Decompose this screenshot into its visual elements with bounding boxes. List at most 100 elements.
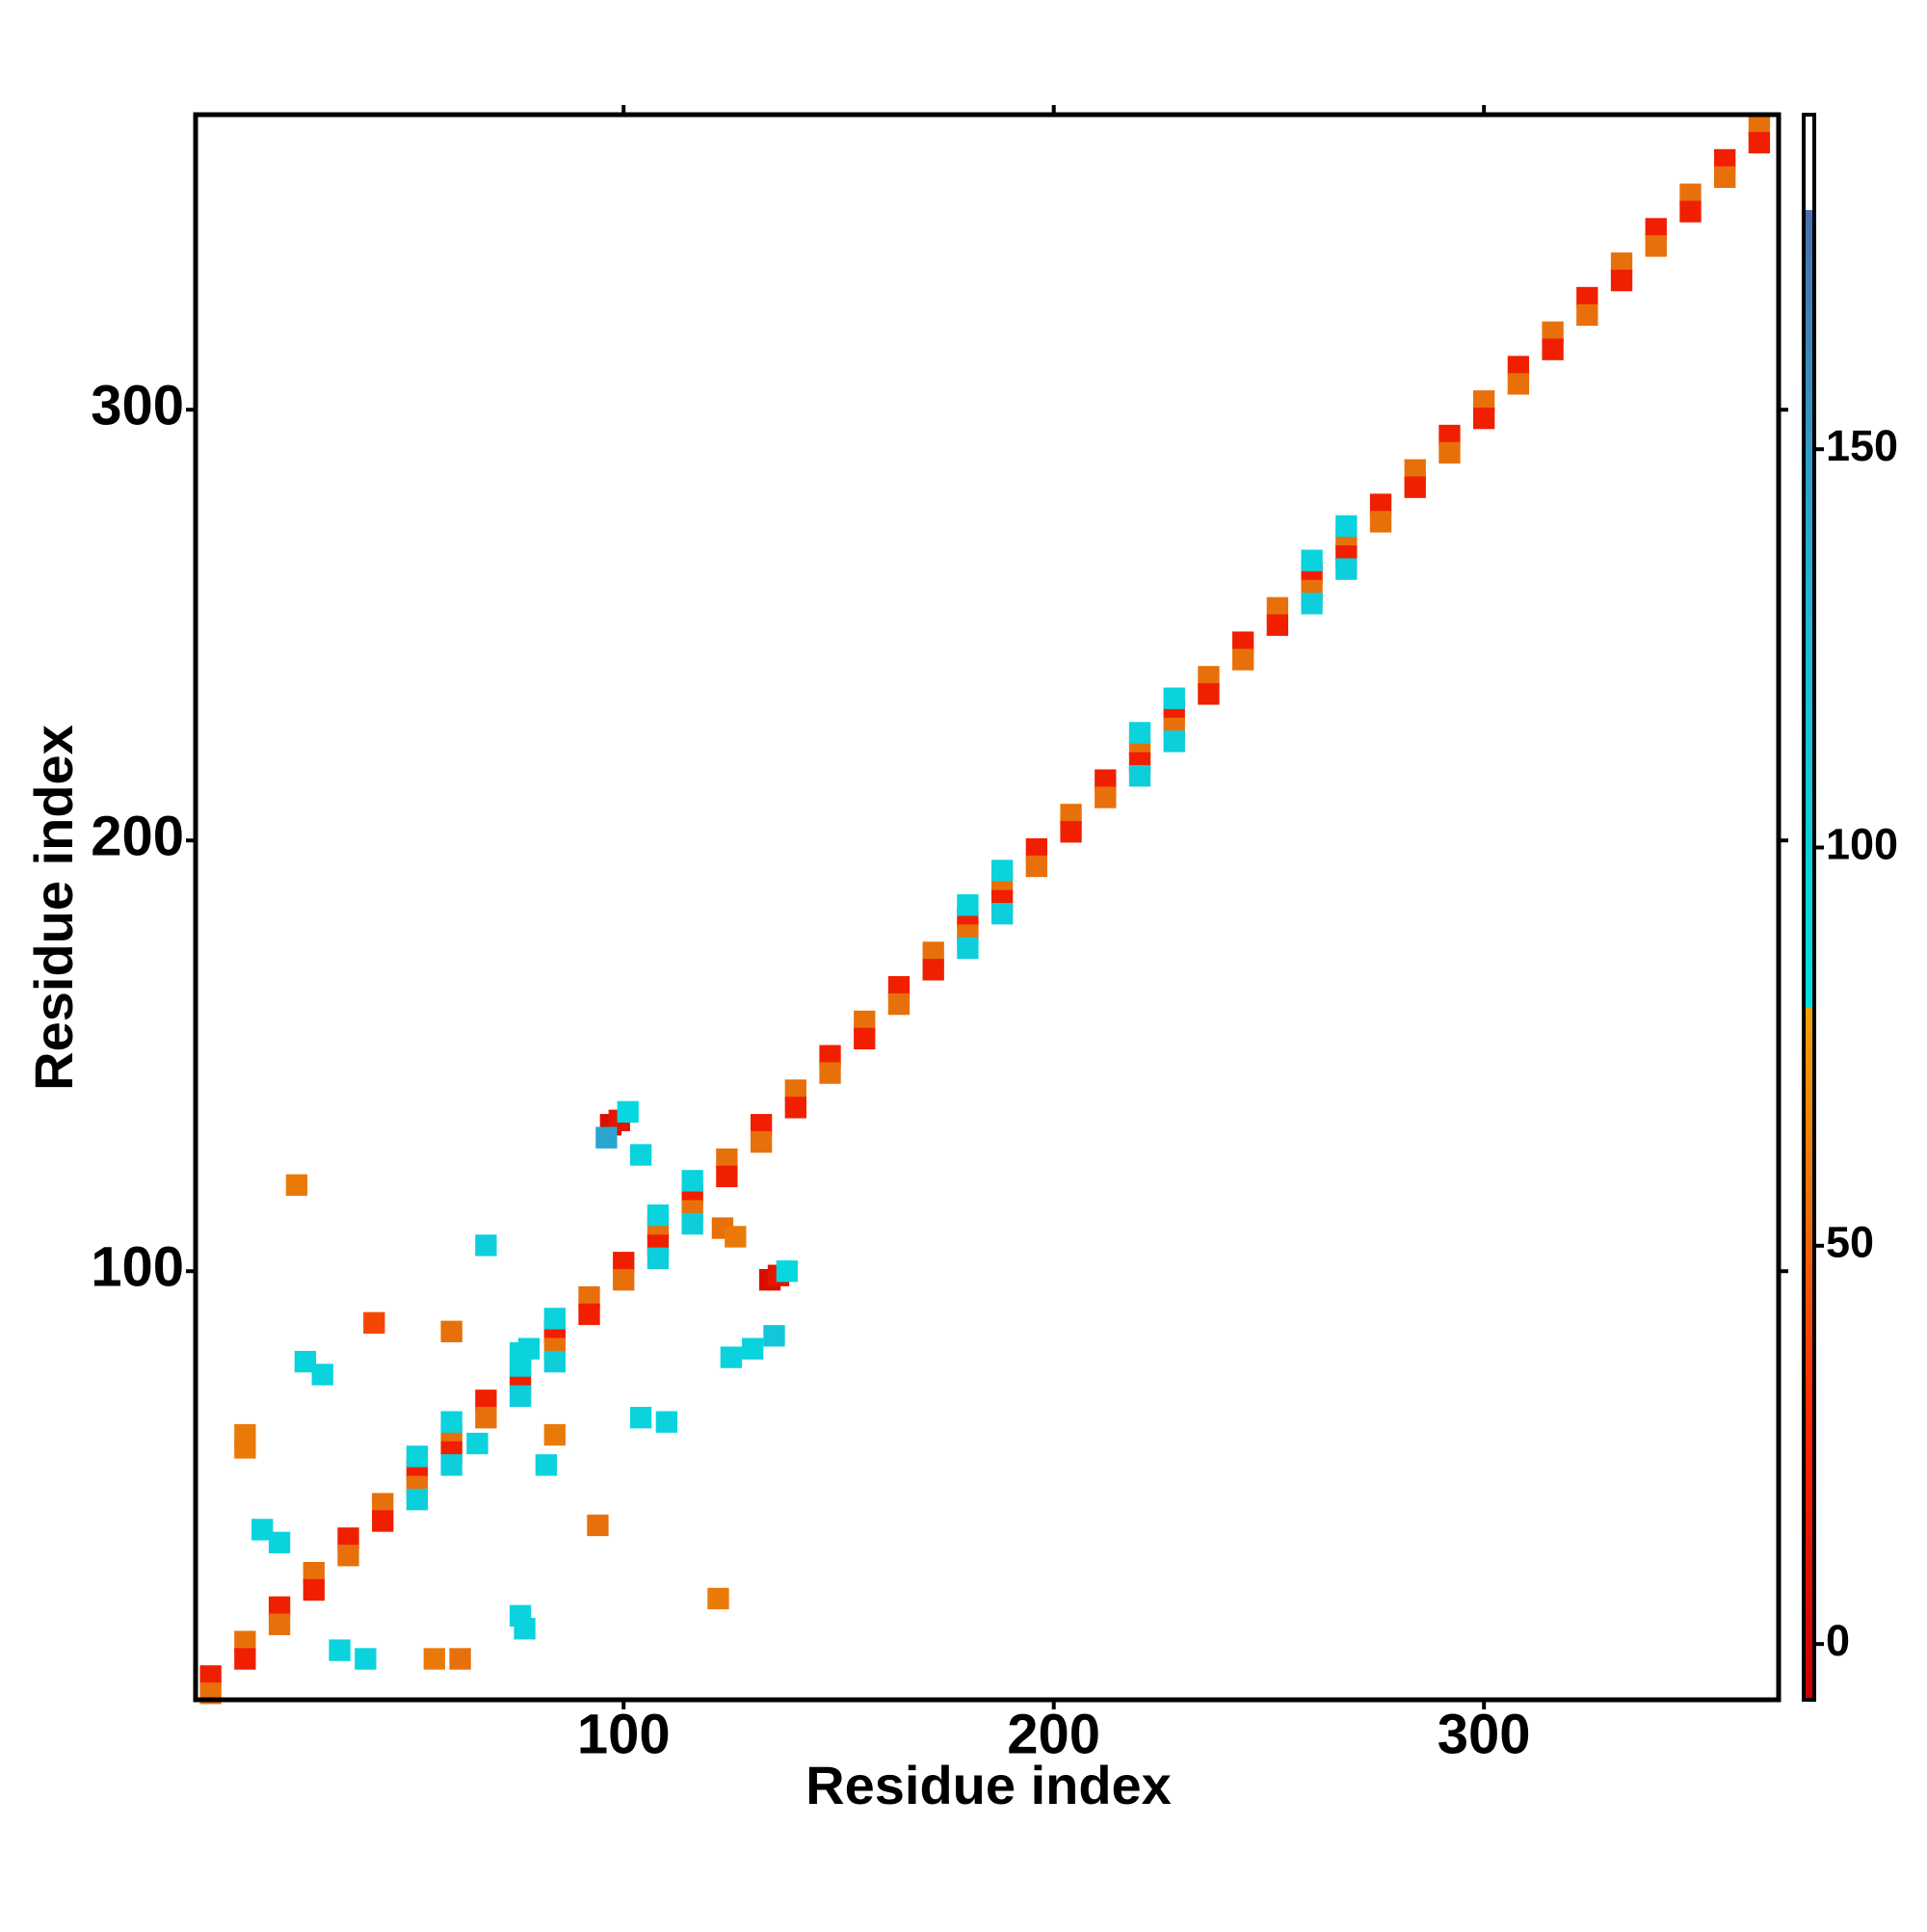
heatmap-cell — [647, 1204, 670, 1227]
heatmap-cell — [1335, 558, 1358, 580]
heatmap-cell — [1542, 338, 1564, 360]
heatmap-cell — [355, 1648, 377, 1670]
heatmap-cell — [629, 1144, 652, 1166]
heatmap-cell — [543, 1350, 566, 1373]
heatmap-cell — [509, 1385, 532, 1408]
heatmap-cell — [784, 1097, 806, 1119]
x-tick-label: 300 — [1438, 1703, 1531, 1765]
heatmap-cell — [725, 1226, 747, 1248]
heatmap-cell — [1266, 614, 1289, 636]
heatmap-cell — [440, 1411, 462, 1433]
y-tick-label: 300 — [91, 375, 184, 437]
heatmap-cell — [1404, 459, 1426, 481]
heatmap-cell — [372, 1493, 394, 1515]
heatmap-cell — [957, 894, 979, 916]
heatmap-cell — [1095, 769, 1117, 791]
heatmap-cell — [1679, 183, 1702, 205]
heatmap-cell — [1645, 235, 1667, 257]
heatmap-cell — [1473, 390, 1495, 412]
heatmap-cell — [1507, 373, 1530, 395]
heatmap-cell — [613, 1268, 635, 1291]
heatmap-cell — [1163, 687, 1185, 709]
heatmap-cell — [1128, 764, 1151, 787]
x-tick-label: 100 — [577, 1703, 671, 1765]
heatmap-cell — [742, 1337, 764, 1360]
heatmap-cell — [1335, 515, 1358, 538]
heatmap-cell — [990, 860, 1014, 882]
heatmap-cell — [1060, 821, 1082, 843]
colorbar-tick-label: 150 — [1826, 421, 1898, 470]
heatmap-cell — [784, 1079, 806, 1101]
heatmap-cell — [535, 1454, 558, 1476]
heatmap-cell — [1266, 596, 1289, 620]
colorbar-tick-label: 50 — [1826, 1218, 1874, 1267]
heatmap-cell — [1025, 837, 1048, 860]
heatmap-cell — [819, 1062, 841, 1084]
heatmap-cell — [543, 1423, 566, 1446]
heatmap-cell — [372, 1510, 394, 1532]
heatmap-cell — [750, 1114, 773, 1136]
heatmap-cell — [1231, 631, 1254, 653]
heatmap-cell — [509, 1355, 532, 1377]
heatmap-cell — [199, 1665, 222, 1687]
heatmap-cell — [716, 1148, 738, 1171]
heatmap-cell — [887, 976, 911, 998]
heatmap-cell — [268, 1596, 291, 1619]
heatmap-cell — [707, 1587, 729, 1610]
heatmap-cell — [268, 1613, 291, 1635]
heatmap-cell — [854, 1010, 876, 1033]
heatmap-cell — [466, 1432, 488, 1455]
heatmap-cell — [449, 1648, 471, 1670]
heatmap-cell — [1748, 115, 1771, 137]
heatmap-cell — [750, 1130, 773, 1153]
heatmap-cell — [543, 1308, 566, 1330]
heatmap-cell — [1369, 511, 1392, 533]
heatmap-cell — [1128, 722, 1151, 744]
heatmap-cell — [251, 1519, 274, 1541]
y-tick-label: 100 — [91, 1236, 184, 1299]
heatmap-cell — [475, 1407, 497, 1429]
heatmap-cell — [285, 1174, 308, 1196]
heatmap-cell — [440, 1320, 462, 1342]
heatmap-cell — [629, 1407, 652, 1429]
heatmap-cell — [990, 903, 1014, 925]
heatmap-cell — [1060, 804, 1082, 826]
heatmap-cell — [1163, 730, 1185, 753]
heatmap-cell — [1369, 493, 1392, 516]
heatmap-cell — [617, 1100, 639, 1124]
heatmap-cells — [199, 115, 1771, 1705]
heatmap-cell — [922, 941, 944, 964]
heatmap-cell — [854, 1027, 876, 1050]
heatmap-cell — [234, 1437, 256, 1459]
heatmap-cell — [1025, 855, 1048, 878]
heatmap-cell — [763, 1325, 785, 1347]
heatmap-cell — [517, 1337, 541, 1360]
heatmap-cell — [819, 1045, 841, 1067]
heatmap-cell — [234, 1648, 256, 1670]
heatmap-cell — [1576, 286, 1598, 309]
heatmap-cell — [475, 1389, 497, 1412]
colorbar — [1802, 113, 1816, 1702]
colorbar-tick-label: 100 — [1826, 819, 1898, 868]
heatmap-cell — [595, 1126, 618, 1149]
heatmap-cell — [887, 992, 911, 1016]
heatmap-cell — [957, 937, 979, 960]
heatmap-cell — [337, 1527, 359, 1549]
x-tick-label: 200 — [1007, 1703, 1100, 1765]
heatmap-cell — [1542, 321, 1564, 343]
plot-frame — [193, 112, 1782, 1703]
heatmap-cell — [303, 1561, 325, 1584]
heatmap-cell — [587, 1514, 609, 1537]
heatmap-cell — [514, 1618, 536, 1640]
heatmap-cell — [1231, 648, 1254, 671]
heatmap-cell — [303, 1578, 325, 1601]
heatmap-cell — [1198, 666, 1220, 688]
heatmap-cell — [1610, 252, 1633, 275]
heatmap-cell — [1576, 304, 1598, 327]
heatmap-cell — [294, 1350, 317, 1373]
y-tick-label: 200 — [91, 806, 184, 868]
heatmap-cell — [311, 1363, 333, 1386]
heatmap-cell — [234, 1630, 256, 1653]
heatmap-cell — [1714, 166, 1736, 188]
